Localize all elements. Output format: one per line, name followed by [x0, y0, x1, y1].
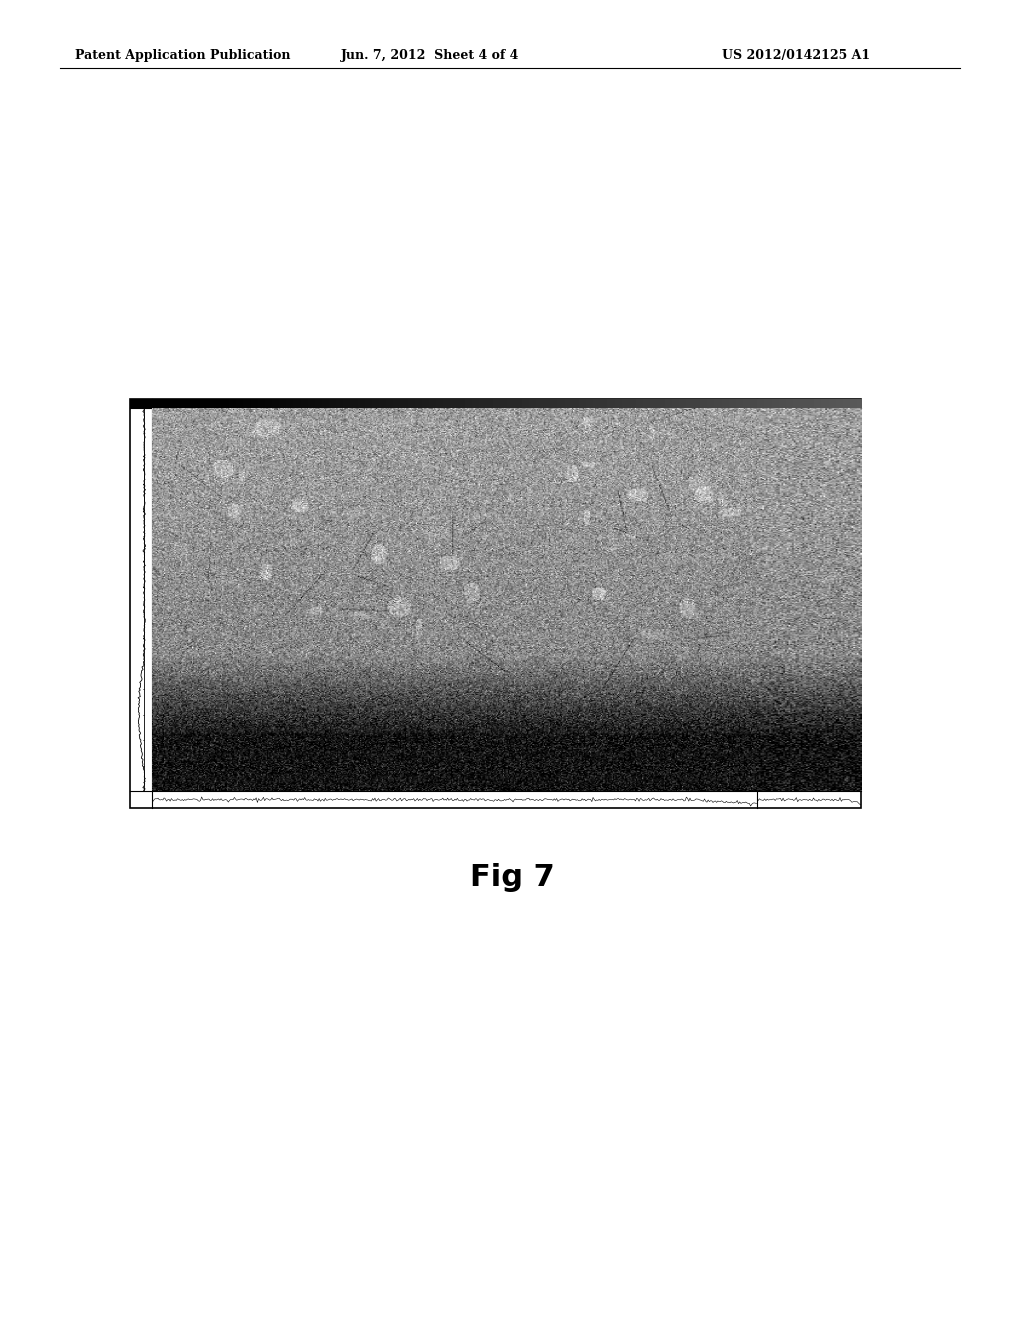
Text: 3000: 3000	[834, 399, 858, 408]
Text: Patent Application Publication: Patent Application Publication	[75, 49, 291, 62]
Text: Fig 7: Fig 7	[470, 863, 554, 892]
Bar	[130, 399, 152, 408]
Text: US 2012/0142125 A1: US 2012/0142125 A1	[722, 49, 870, 62]
Bar	[130, 399, 861, 808]
Text: 500: 500	[154, 399, 172, 408]
Text: 1): 1)	[154, 771, 164, 781]
Text: Jun. 7, 2012  Sheet 4 of 4: Jun. 7, 2012 Sheet 4 of 4	[341, 49, 519, 62]
